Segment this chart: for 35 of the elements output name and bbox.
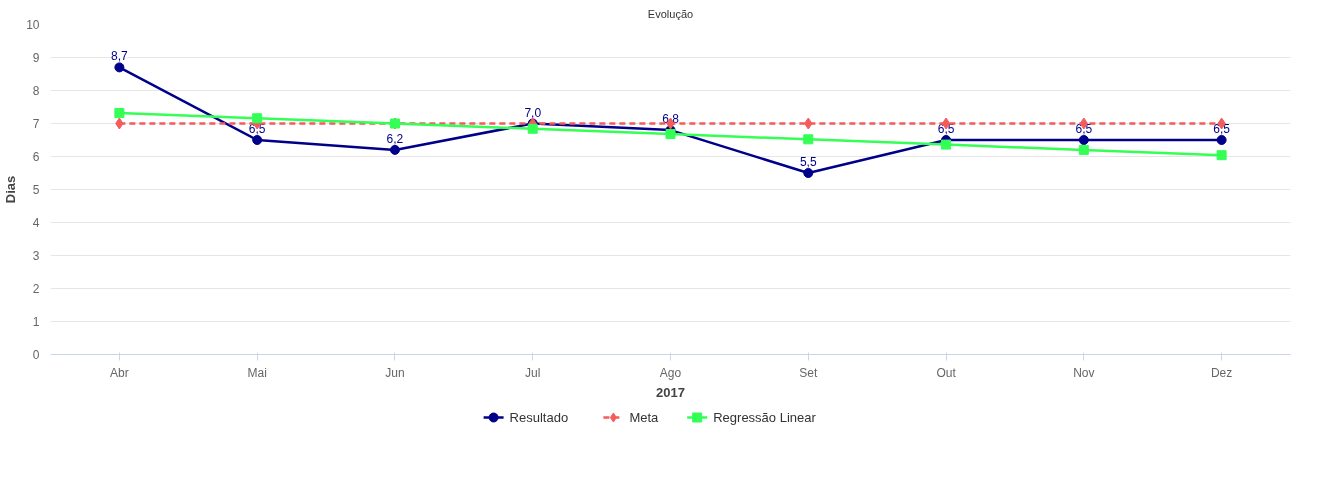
y-tick-label: 9	[32, 51, 40, 65]
x-tick-label: Dez	[1210, 365, 1233, 380]
y-tick-label: 0	[32, 348, 40, 362]
y-tick-label: 1	[32, 315, 40, 329]
data-label: 6,8	[662, 112, 680, 127]
data-label: 6,5	[248, 122, 266, 136]
data-label: 6,5	[1213, 122, 1231, 136]
y-tick-label: 2	[32, 282, 40, 296]
x-tick-label: Abr	[110, 365, 129, 380]
y-tick-label: 8	[32, 84, 40, 98]
y-tick-label: 6	[32, 150, 40, 164]
x-tick-label: Jun	[385, 365, 405, 380]
y-tick-label: 4	[32, 216, 40, 230]
data-label: 8,7	[111, 49, 129, 64]
legend-label: Regressão Linear	[713, 410, 817, 425]
x-axis-title: 2017	[656, 384, 685, 400]
data-label: 7,0	[524, 105, 542, 120]
legend-label: Meta	[629, 410, 660, 425]
x-tick-label: Ago	[659, 365, 682, 380]
x-tick-label: Jul	[525, 365, 541, 380]
chart-title: Evolução	[647, 7, 694, 20]
x-tick-label: Nov	[1073, 365, 1095, 380]
y-axis-title: Dias	[3, 175, 19, 204]
x-tick-label: Out	[936, 365, 957, 380]
y-tick-label: 10	[26, 18, 40, 32]
x-tick-label: Mai	[247, 365, 267, 380]
data-label: 6,5	[937, 122, 955, 136]
data-label: 6,2	[386, 131, 404, 146]
y-tick-label: 5	[32, 183, 40, 197]
data-label: 6,5	[1075, 122, 1093, 136]
y-tick-label: 3	[32, 249, 40, 263]
data-label: 5,5	[799, 155, 817, 169]
legend-label: Resultado	[509, 410, 569, 425]
x-tick-label: Set	[799, 365, 818, 380]
y-tick-label: 7	[32, 117, 40, 131]
